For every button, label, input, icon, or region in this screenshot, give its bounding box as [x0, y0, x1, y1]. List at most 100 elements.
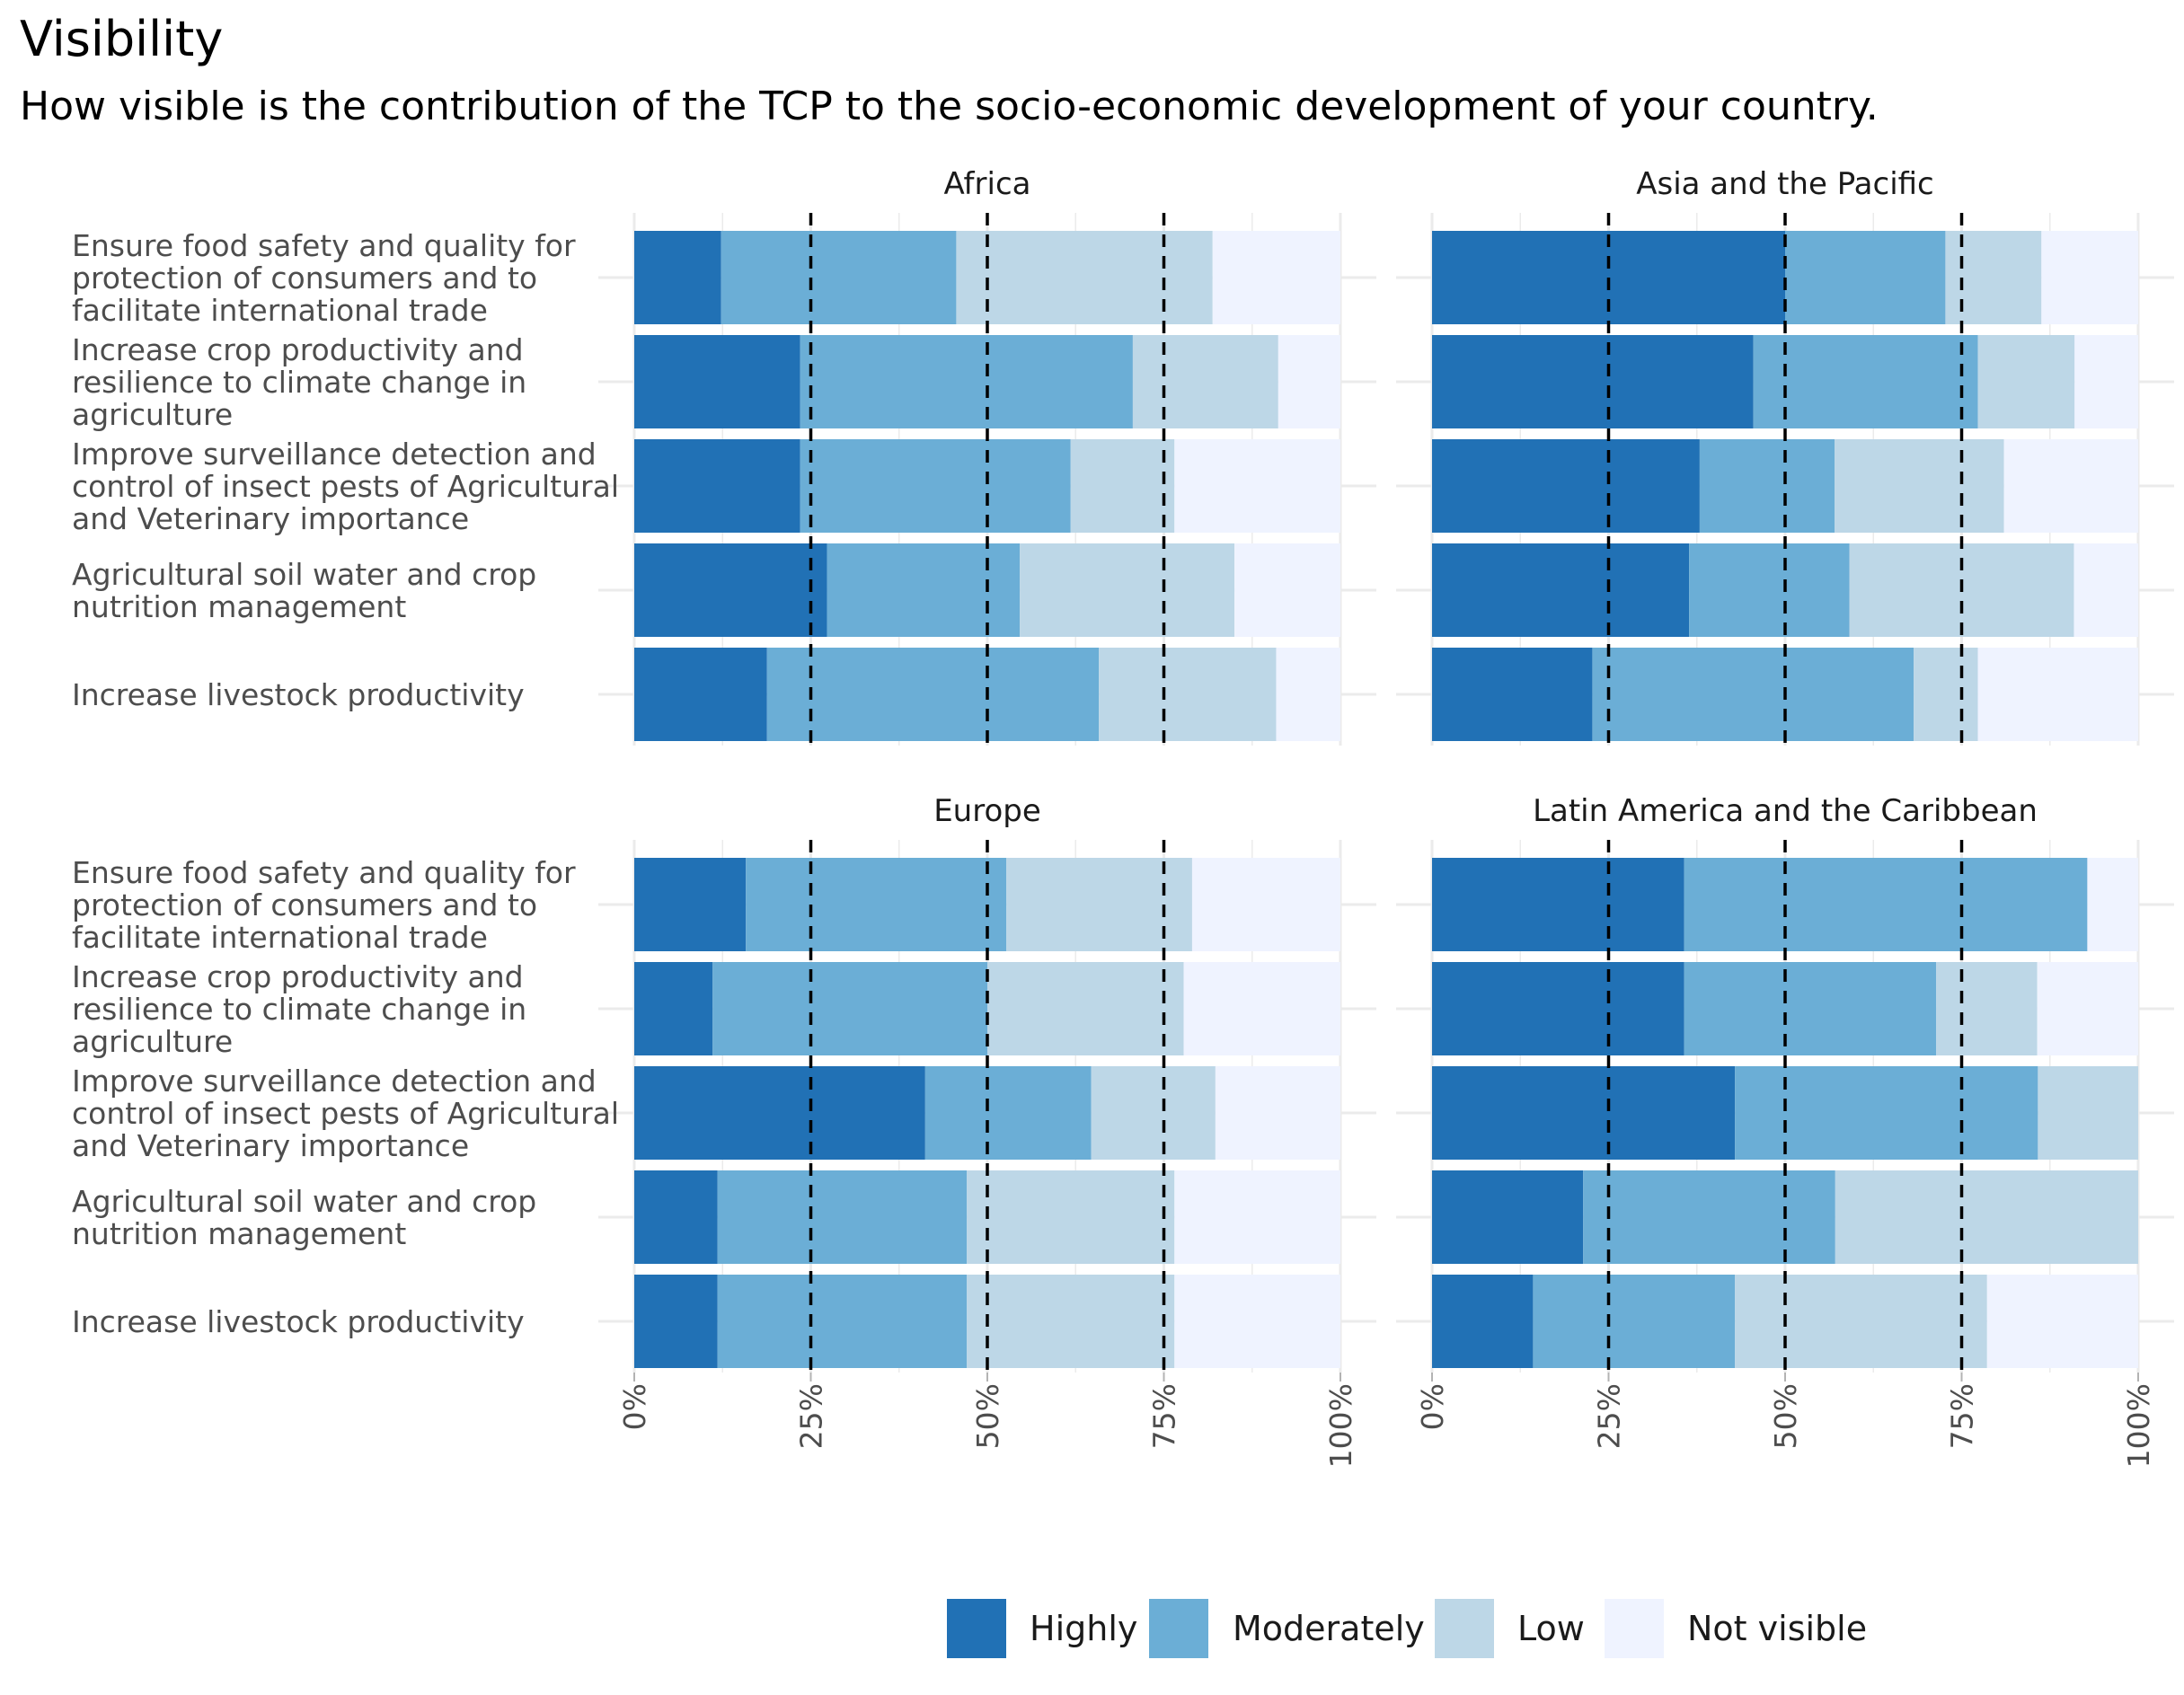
bar-segment-moderately [1533, 1275, 1736, 1368]
bar-segment-low [1936, 962, 2038, 1055]
legend-swatch [1149, 1599, 1208, 1658]
y-tick-label: Increase livestock productivity [72, 677, 525, 712]
bar-segment-moderately [721, 231, 957, 324]
bar-segment-low [1835, 439, 2004, 533]
panel-title: Africa [944, 166, 1031, 202]
bar-segment-low [1070, 439, 1175, 533]
bar-segment-low [967, 1275, 1175, 1368]
legend-item: Not visible [1605, 1599, 1867, 1658]
y-tick-label: Increase crop productivity and resilience… [72, 332, 526, 432]
legend-item: Highly [947, 1599, 1137, 1658]
bar-segment-highly [634, 1170, 718, 1264]
bar-segment-highly [1432, 962, 1684, 1055]
x-tick-label: 0% [617, 1383, 652, 1430]
y-tick-label: Agricultural soil water and crop nutritio… [72, 557, 536, 624]
panel-1: Asia and the Pacific [1396, 166, 2174, 746]
bar-segment-low [1132, 335, 1278, 428]
panel-title: Europe [933, 793, 1041, 829]
x-tick-label: 100% [1323, 1383, 1358, 1468]
panel-0: Africa Ensure food safety and quality for… [72, 166, 1376, 746]
legend: Highly Moderately Low Not visible [947, 1599, 1867, 1658]
bar-segment-moderately [712, 962, 987, 1055]
bar-segment-not-visible [1278, 335, 1340, 428]
y-tick-label: Increase crop productivity and resilience… [72, 959, 526, 1059]
bar-segment-highly [634, 231, 721, 324]
bar-segment-not-visible [2003, 439, 2138, 533]
bar-segment-highly [1432, 1275, 1534, 1368]
bar-segment-not-visible [1183, 962, 1340, 1055]
bar-segment-low [1006, 858, 1192, 951]
bar-segment-not-visible [2087, 858, 2138, 951]
bar-segment-low [987, 962, 1184, 1055]
y-tick-label: Ensure food safety and quality for protec… [72, 228, 576, 328]
legend-swatch [1605, 1599, 1664, 1658]
legend-swatch [947, 1599, 1006, 1658]
bar-segment-not-visible [2074, 335, 2138, 428]
bar-segment-not-visible [1174, 1275, 1340, 1368]
panel-title: Latin America and the Caribbean [1533, 793, 2038, 829]
bar-segment-highly [634, 1275, 718, 1368]
bar-segment-low [967, 1170, 1175, 1264]
bar-segment-not-visible [1276, 648, 1340, 741]
x-tick-label: 50% [970, 1383, 1005, 1449]
bar-segment-highly [1432, 1170, 1584, 1264]
bar-segment-low [1735, 1275, 1987, 1368]
bar-segment-moderately [1785, 231, 1946, 324]
bar-segment-not-visible [1174, 1170, 1340, 1264]
x-tick-label: 75% [1945, 1383, 1980, 1449]
bar-segment-highly [634, 648, 767, 741]
y-tick-label: Improve surveillance detection and contro… [72, 437, 619, 536]
legend-label: Not visible [1687, 1609, 1867, 1648]
bar-segment-moderately [800, 439, 1071, 533]
bar-segment-moderately [827, 543, 1021, 637]
bar-segment-moderately [924, 1066, 1092, 1160]
bar-segment-moderately [766, 648, 1100, 741]
bar-segment-moderately [1592, 648, 1914, 741]
panel-2: Europe Ensure food safety and quality for… [72, 793, 1376, 1468]
y-tick-label: Ensure food safety and quality for protec… [72, 855, 576, 955]
bar-segment-low [1945, 231, 2042, 324]
bar-segment-not-visible [2041, 231, 2138, 324]
legend-item: Low [1435, 1599, 1585, 1658]
legend-item: Moderately [1149, 1599, 1425, 1658]
bar-segment-moderately [1735, 1066, 2038, 1160]
bar-segment-moderately [800, 335, 1133, 428]
bar-segment-highly [1432, 648, 1593, 741]
bar-segment-highly [634, 439, 800, 533]
y-tick-label: Increase livestock productivity [72, 1304, 525, 1339]
bar-segment-low [1914, 648, 1978, 741]
bar-segment-not-visible [1986, 1275, 2138, 1368]
bar-segment-not-visible [1977, 648, 2138, 741]
bar-segment-moderately [1583, 1170, 1835, 1264]
chart-title: Visibility [20, 11, 223, 67]
bar-segment-low [1020, 543, 1235, 637]
legend-label: Moderately [1233, 1609, 1425, 1648]
bar-segment-highly [634, 858, 747, 951]
bar-segment-highly [1432, 439, 1700, 533]
panel-3: Latin America and the Caribbean 0% 25% 50% 7… [1396, 793, 2174, 1468]
bar-segment-low [1099, 648, 1277, 741]
bar-segment-moderately [1753, 335, 1978, 428]
bar-segment-highly [1432, 543, 1690, 637]
bar-segment-moderately [1689, 543, 1850, 637]
y-tick-label: Improve surveillance detection and contro… [72, 1064, 619, 1163]
chart-subtitle: How visible is the contribution of the T… [20, 84, 1879, 129]
x-tick-label: 75% [1147, 1383, 1182, 1449]
bar-segment-moderately [1699, 439, 1835, 533]
bar-segment-moderately [717, 1170, 968, 1264]
bar-segment-highly [634, 335, 800, 428]
bar-segment-low [956, 231, 1213, 324]
bar-segment-highly [634, 962, 713, 1055]
x-tick-label: 50% [1768, 1383, 1803, 1449]
bar-segment-low [2038, 1066, 2138, 1160]
bar-segment-low [1977, 335, 2075, 428]
bar-segment-not-visible [1215, 1066, 1340, 1160]
x-tick-label: 0% [1415, 1383, 1450, 1430]
legend-label: Highly [1030, 1609, 1137, 1648]
bar-segment-not-visible [1191, 858, 1340, 951]
bar-segment-not-visible [1174, 439, 1340, 533]
legend-label: Low [1517, 1609, 1585, 1648]
bar-segment-moderately [1684, 962, 1937, 1055]
x-tick-label: 25% [1592, 1383, 1627, 1449]
bar-segment-highly [634, 1066, 925, 1160]
